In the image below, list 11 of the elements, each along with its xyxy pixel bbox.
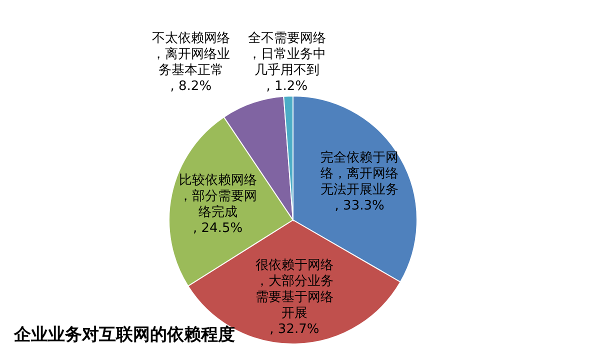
value-label: , 33.3% [334,198,384,214]
slice-label: 完全依赖于网络，离开网络无法开展业务 [320,150,399,198]
text: 企业业务对互联网的依赖程度 [13,325,235,345]
value-label: , 8.2% [170,79,212,94]
slice-label: 比较依赖网络，部分需要网络完成 [178,173,257,220]
slice-label: 全不需要网络，日常业务中几乎用不到 [248,31,326,78]
slice-label: 不太依赖网络，离开网络业务基本正常 [152,31,230,78]
value-label: , 24.5% [193,221,243,236]
value-label: , 32.7% [270,322,320,337]
value-label: , 1.2% [266,79,308,94]
slice-label: 很依赖于网络，大部分业务需要基于网络开展 [255,258,334,321]
